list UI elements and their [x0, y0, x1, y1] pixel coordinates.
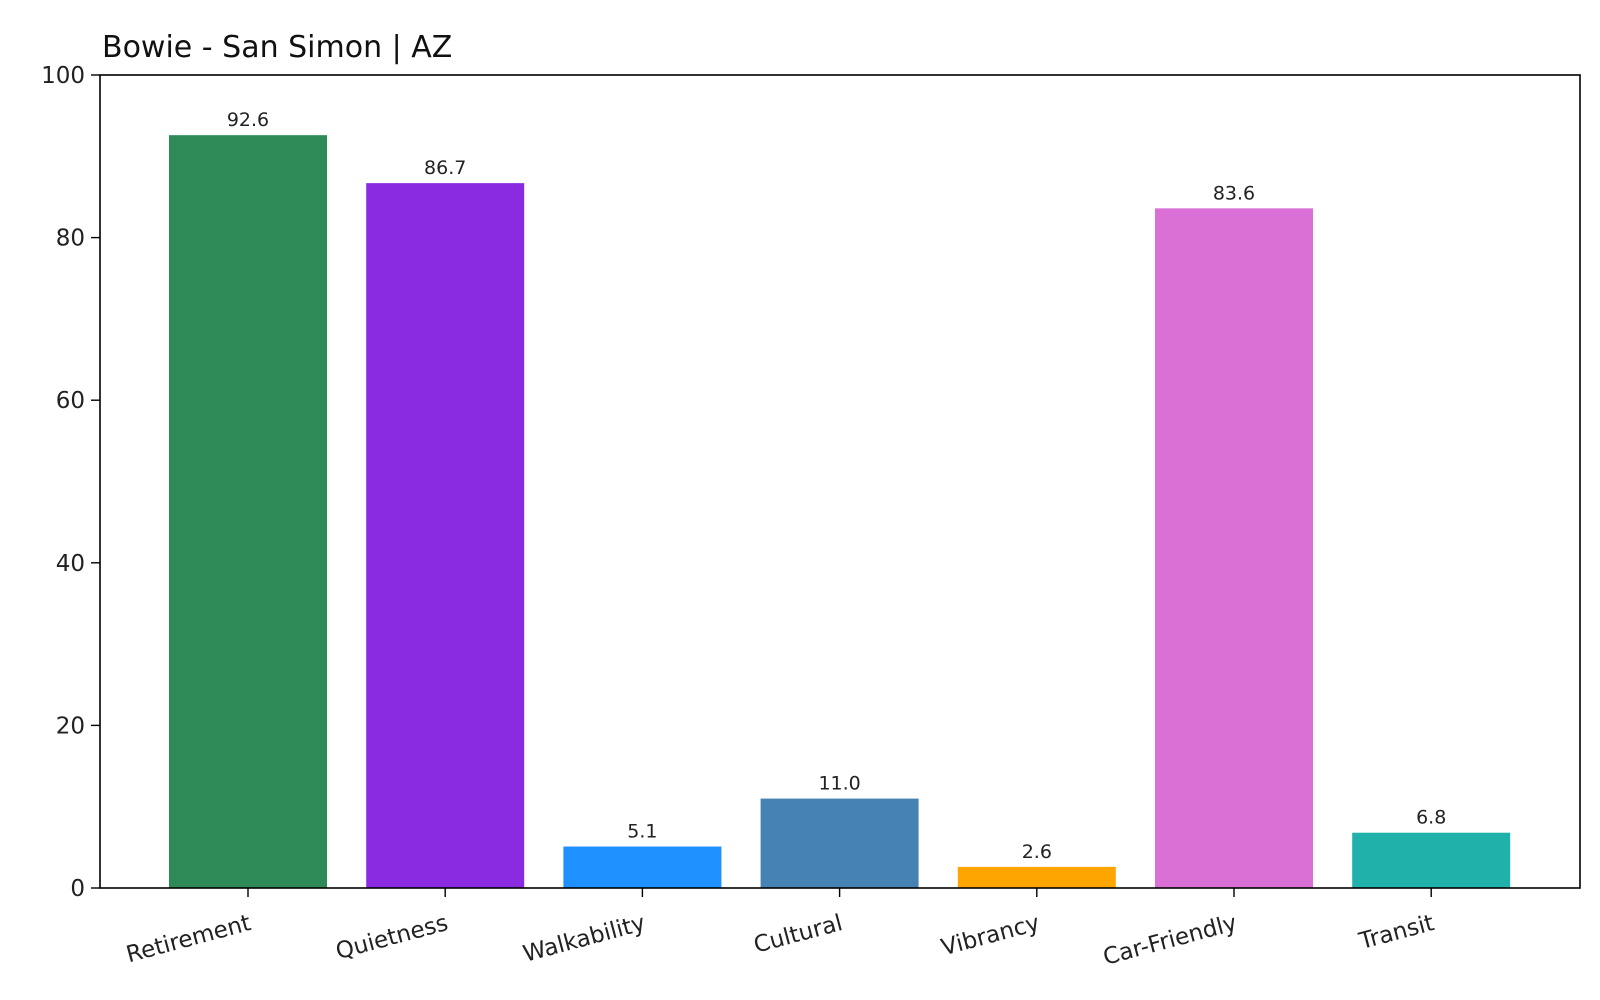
- bar-retirement: [169, 135, 327, 889]
- x-tick-label: Quietness: [333, 910, 451, 965]
- bar-cultural: [760, 798, 919, 888]
- y-tick-label: 100: [41, 63, 85, 89]
- value-label: 86.7: [424, 157, 466, 179]
- bar-walkability: [563, 846, 722, 888]
- value-label: 83.6: [1213, 182, 1255, 204]
- value-label: 92.6: [227, 109, 269, 131]
- bars-group: [169, 135, 1511, 889]
- value-label: 2.6: [1022, 841, 1052, 863]
- y-tick-label: 60: [56, 388, 85, 414]
- y-tick-label: 20: [56, 713, 85, 739]
- x-tick-label: Transit: [1356, 910, 1437, 955]
- bar-vibrancy: [957, 866, 1116, 888]
- chart-title: Bowie - San Simon | AZ: [102, 30, 452, 65]
- y-axis: 0 20 40 60 80 100: [41, 63, 100, 902]
- x-tick-label: Car-Friendly: [1100, 910, 1239, 971]
- x-tick-label: Cultural: [751, 910, 845, 959]
- bar-car-friendly: [1155, 208, 1313, 888]
- y-tick-label: 80: [56, 226, 85, 252]
- value-label: 5.1: [627, 821, 657, 843]
- value-label: 6.8: [1416, 807, 1446, 829]
- x-axis: Retirement Quietness Walkability Cultural Vi…: [124, 888, 1437, 971]
- y-tick-label: 0: [70, 876, 85, 902]
- y-tick-label: 40: [56, 551, 85, 577]
- value-label: 11.0: [818, 773, 860, 795]
- value-labels-group: 92.6 86.7 5.1 11.0 2.6 83.6 6.8: [227, 109, 1446, 863]
- x-tick-label: Walkability: [520, 910, 648, 968]
- x-tick-label: Vibrancy: [939, 910, 1043, 961]
- x-tick-label: Retirement: [124, 910, 254, 968]
- bar-transit: [1352, 832, 1511, 888]
- bar-quietness: [366, 183, 525, 888]
